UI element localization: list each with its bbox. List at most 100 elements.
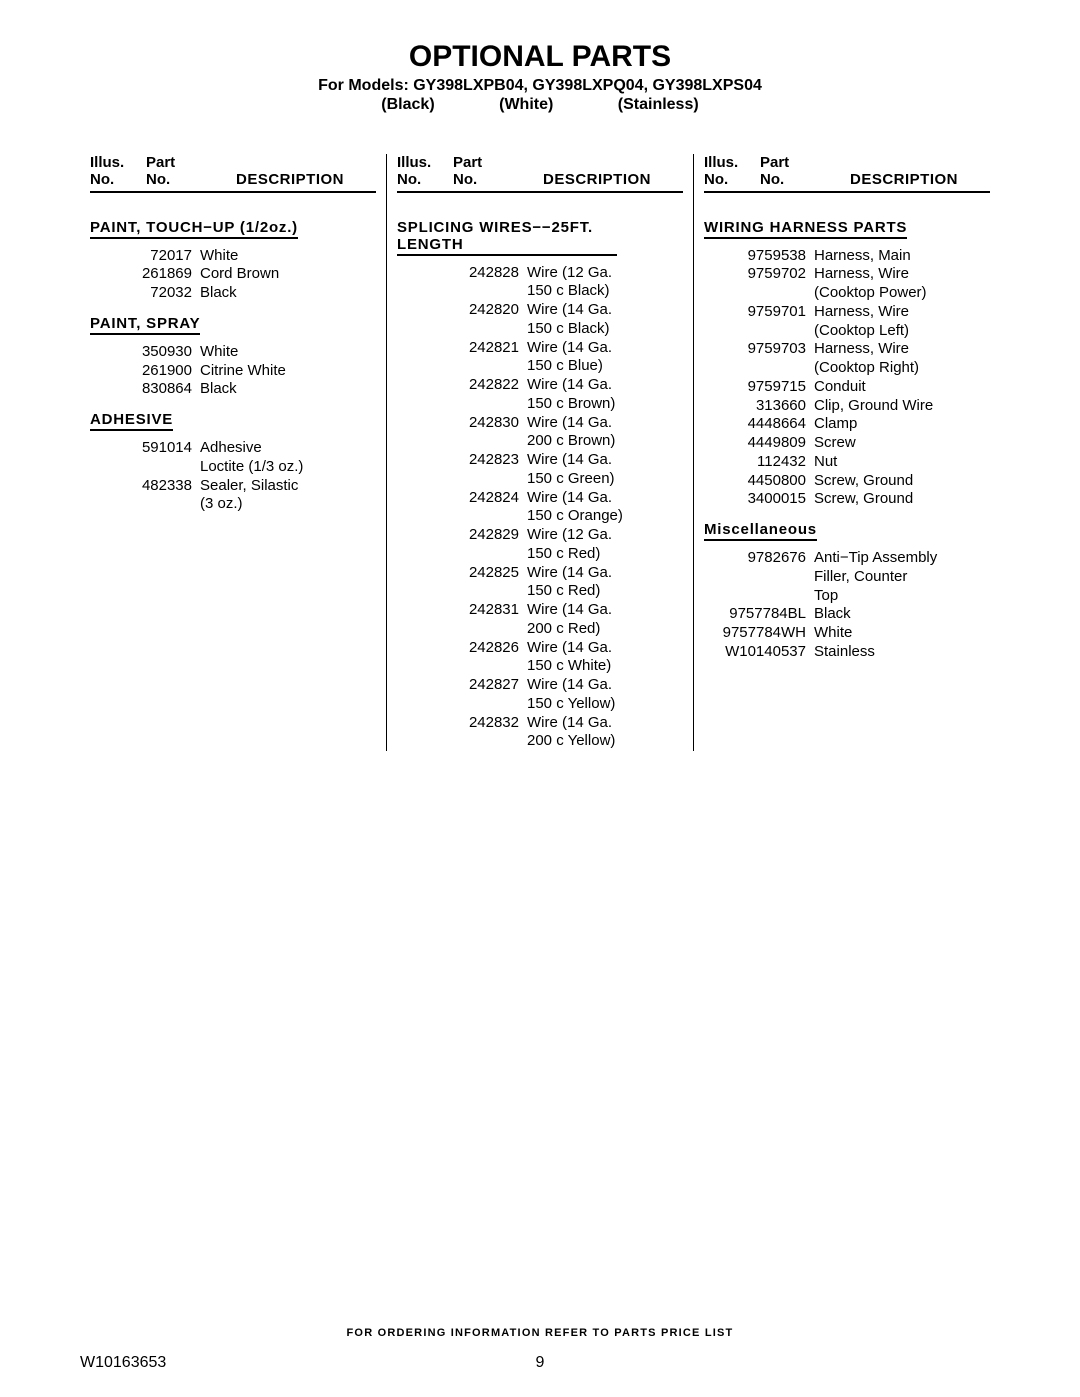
table-row: 591014Adhesive <box>90 439 376 458</box>
part-desc: Anti−Tip Assembly <box>814 549 990 568</box>
table-row: 242821Wire (14 Ga. <box>397 339 683 358</box>
part-desc: 200 c Red) <box>527 620 683 639</box>
part-desc: 150 c Yellow) <box>527 695 683 714</box>
part-no <box>704 587 814 606</box>
part-desc: Clamp <box>814 415 990 434</box>
table-row: 200 c Brown) <box>397 432 683 451</box>
table-row: 150 c Red) <box>397 582 683 601</box>
part-desc: 150 c Red) <box>527 545 683 564</box>
table-row: 150 c Brown) <box>397 395 683 414</box>
table-row: 4449809Screw <box>704 434 990 453</box>
column-2: Illus.No. PartNo. DESCRIPTION SPLICING W… <box>386 154 694 751</box>
part-no: 242822 <box>397 376 527 395</box>
part-no <box>397 657 527 676</box>
part-desc: 150 c Brown) <box>527 395 683 414</box>
table-row: 200 c Red) <box>397 620 683 639</box>
part-no: 9759715 <box>704 378 814 397</box>
part-desc: Black <box>200 284 376 303</box>
table-row: 3400015Screw, Ground <box>704 490 990 509</box>
part-no: 242821 <box>397 339 527 358</box>
part-desc: Harness, Wire <box>814 340 990 359</box>
table-row: 242826Wire (14 Ga. <box>397 639 683 658</box>
part-no: 242831 <box>397 601 527 620</box>
table-row: (Cooktop Power) <box>704 284 990 303</box>
table-row: 242827Wire (14 Ga. <box>397 676 683 695</box>
part-desc: Wire (12 Ga. <box>527 526 683 545</box>
rows-wiring-harness: 9759538Harness, Main9759702Harness, Wire… <box>704 247 990 510</box>
part-no <box>704 322 814 341</box>
table-row: 482338Sealer, Silastic <box>90 477 376 496</box>
table-row: 150 c Blue) <box>397 357 683 376</box>
column-header: Illus.No. PartNo. DESCRIPTION <box>90 154 376 193</box>
part-desc: Black <box>200 380 376 399</box>
part-no <box>704 568 814 587</box>
part-desc: Screw <box>814 434 990 453</box>
table-row: Loctite (1/3 oz.) <box>90 458 376 477</box>
section-misc: Miscellaneous <box>704 521 817 541</box>
part-no: 9757784BL <box>704 605 814 624</box>
hdr-part: Part <box>760 154 789 171</box>
part-desc: Harness, Main <box>814 247 990 266</box>
part-desc: Conduit <box>814 378 990 397</box>
part-no: 350930 <box>90 343 200 362</box>
table-row: 200 c Yellow) <box>397 732 683 751</box>
part-no: 242823 <box>397 451 527 470</box>
table-row: 112432Nut <box>704 453 990 472</box>
part-desc: Wire (12 Ga. <box>527 264 683 283</box>
section-splicing-wires: SPLICING WIRES−−25FT. LENGTH <box>397 219 617 256</box>
part-no: 261869 <box>90 265 200 284</box>
part-desc: Wire (14 Ga. <box>527 339 683 358</box>
column-header: Illus.No. PartNo. DESCRIPTION <box>397 154 683 193</box>
part-desc: 150 c Red) <box>527 582 683 601</box>
part-desc: Screw, Ground <box>814 472 990 491</box>
page: OPTIONAL PARTS For Models: GY398LXPB04, … <box>0 0 1080 1397</box>
part-desc: Wire (14 Ga. <box>527 601 683 620</box>
part-desc: Wire (14 Ga. <box>527 489 683 508</box>
part-desc: (Cooktop Left) <box>814 322 990 341</box>
part-no: 830864 <box>90 380 200 399</box>
table-row: W10140537Stainless <box>704 643 990 662</box>
table-row: (3 oz.) <box>90 495 376 514</box>
part-no <box>397 470 527 489</box>
section-paint-touchup: PAINT, TOUCH−UP (1/2oz.) <box>90 219 298 239</box>
hdr-part-no: No. <box>453 171 477 188</box>
part-no <box>397 620 527 639</box>
hdr-illus: Illus. <box>704 154 738 171</box>
rows-paint-touchup: 72017White 261869Cord Brown 72032Black <box>90 247 376 303</box>
table-row: (Cooktop Right) <box>704 359 990 378</box>
part-desc: Harness, Wire <box>814 303 990 322</box>
part-desc: Nut <box>814 453 990 472</box>
section-wiring-harness: WIRING HARNESS PARTS <box>704 219 907 239</box>
rows-misc: 9782676Anti−Tip AssemblyFiller, CounterT… <box>704 549 990 662</box>
rows-splicing-wires: 242828Wire (12 Ga.150 c Black)242820Wire… <box>397 264 683 752</box>
part-desc: Filler, Counter <box>814 568 990 587</box>
part-desc: 150 c Green) <box>527 470 683 489</box>
hdr-part-no: No. <box>760 171 784 188</box>
table-row: 9782676Anti−Tip Assembly <box>704 549 990 568</box>
part-no: 242824 <box>397 489 527 508</box>
part-desc: 150 c Orange) <box>527 507 683 526</box>
part-desc: Harness, Wire <box>814 265 990 284</box>
part-no: 9759538 <box>704 247 814 266</box>
part-desc: White <box>200 343 376 362</box>
part-no: 4449809 <box>704 434 814 453</box>
table-row: Filler, Counter <box>704 568 990 587</box>
part-desc: (3 oz.) <box>200 495 376 514</box>
page-number: 9 <box>0 1354 1080 1372</box>
part-no: 242820 <box>397 301 527 320</box>
columns: Illus.No. PartNo. DESCRIPTION PAINT, TOU… <box>80 154 1000 751</box>
part-desc: 200 c Brown) <box>527 432 683 451</box>
part-no <box>397 282 527 301</box>
part-no: 242832 <box>397 714 527 733</box>
hdr-part: Part <box>146 154 175 171</box>
part-desc: (Cooktop Power) <box>814 284 990 303</box>
hdr-illus-no: No. <box>397 171 421 188</box>
rows-adhesive: 591014Adhesive Loctite (1/3 oz.) 482338S… <box>90 439 376 514</box>
part-no: 4448664 <box>704 415 814 434</box>
part-no: 482338 <box>90 477 200 496</box>
part-no <box>397 732 527 751</box>
table-row: 72017White <box>90 247 376 266</box>
part-no: 72032 <box>90 284 200 303</box>
part-desc: Sealer, Silastic <box>200 477 376 496</box>
part-no: 242830 <box>397 414 527 433</box>
